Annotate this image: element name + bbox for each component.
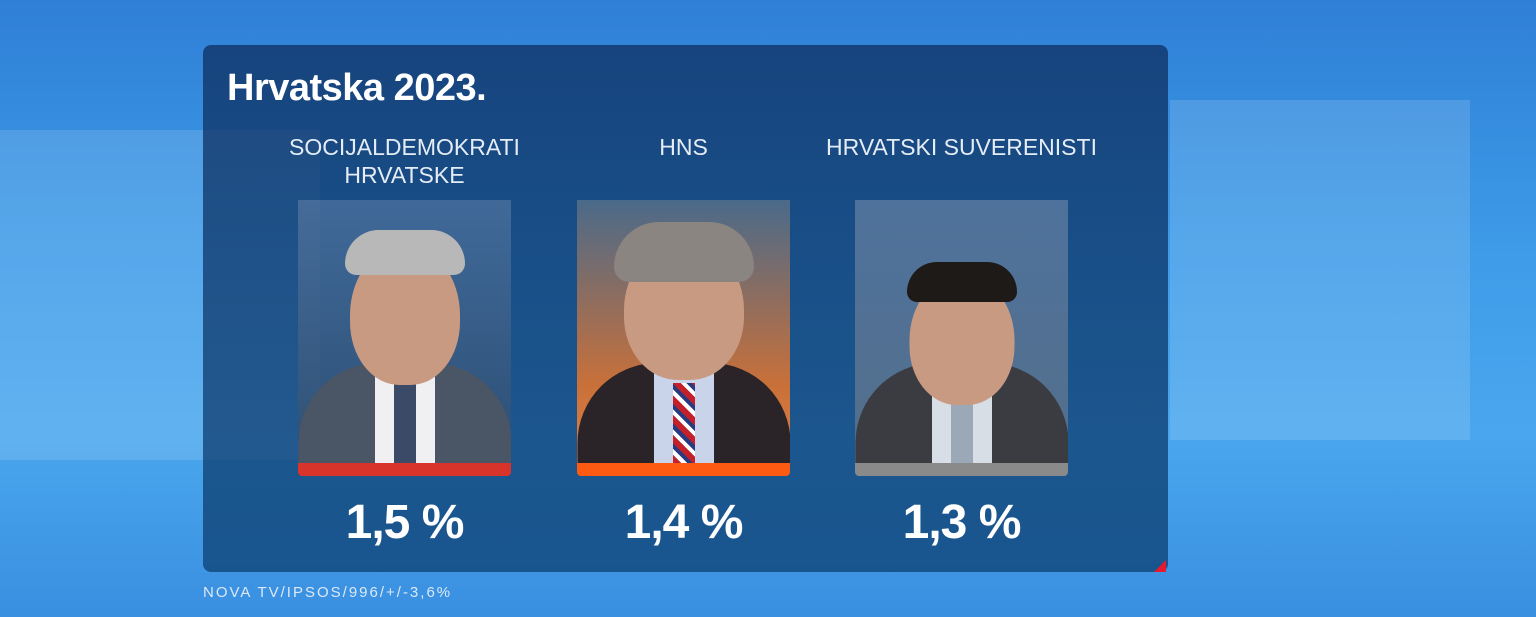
percent-value: 1,4 % <box>624 496 744 549</box>
background-church <box>1170 100 1470 440</box>
graphic-title: Hrvatska 2023. <box>227 67 487 109</box>
party-color-bar <box>577 463 790 476</box>
party-color-bar <box>855 463 1068 476</box>
percent-value: 1,3 % <box>902 496 1022 549</box>
candidate-photo <box>298 200 511 463</box>
party-color-bar <box>298 463 511 476</box>
poll-source: NOVA TV/IPSOS/996/+/-3,6% <box>203 584 453 601</box>
party-name: SOCIJALDEMOKRATI HRVATSKE <box>289 134 520 188</box>
corner-accent <box>1154 560 1166 572</box>
party-name: HNS <box>659 134 708 160</box>
candidate-photo <box>855 200 1068 463</box>
candidate-photo <box>577 200 790 463</box>
party-name: HRVATSKI SUVERENISTI <box>826 134 1097 160</box>
poll-panel: Hrvatska 2023. SOCIJALDEMOKRATI HRVATSKE… <box>203 45 1168 572</box>
percent-value: 1,5 % <box>345 496 465 549</box>
